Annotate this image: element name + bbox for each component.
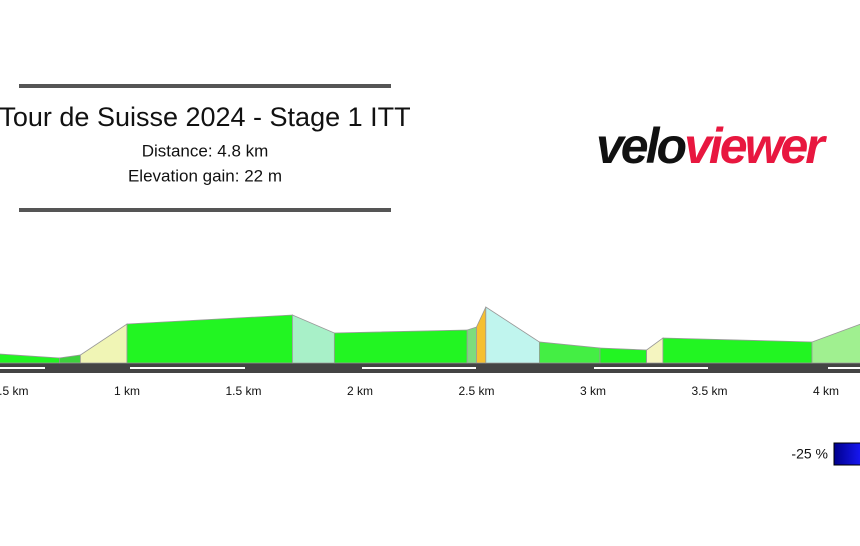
gradient-label: -25 % [791, 446, 828, 462]
x-tick-label: 0.5 km [0, 384, 29, 398]
subtitle: Elevation gain: 22 m [128, 166, 282, 185]
x-tick-label: 3.5 km [691, 384, 727, 398]
profile-segment [476, 306, 487, 364]
profile-segment [59, 354, 81, 364]
profile-segment [80, 323, 128, 364]
x-tick-label: 2 km [347, 384, 373, 398]
logo-part: viewer [684, 118, 827, 174]
x-tick-label: 1 km [114, 384, 140, 398]
profile-segment [126, 314, 293, 364]
x-tick-label: 3 km [580, 384, 606, 398]
chart-title: Tour de Suisse 2024 - Stage 1 ITT [0, 102, 411, 132]
profile-segment [811, 323, 860, 364]
profile-segment [466, 326, 477, 364]
profile-segment [485, 306, 540, 364]
profile-segment [599, 347, 647, 364]
profile-segment [662, 337, 813, 364]
logo: veloviewer [596, 118, 827, 174]
x-tick-label: 1.5 km [225, 384, 261, 398]
x-tick-label: 4 km [813, 384, 839, 398]
profile-segment [539, 341, 601, 364]
profile-segment [292, 314, 335, 364]
subtitle: Distance: 4.8 km [142, 141, 269, 160]
x-tick-label: 2.5 km [458, 384, 494, 398]
gradient-swatch [833, 442, 860, 466]
profile-segment [0, 353, 60, 364]
profile-segment [646, 337, 664, 364]
profile-segment [333, 329, 468, 364]
logo-part: velo [596, 118, 686, 174]
